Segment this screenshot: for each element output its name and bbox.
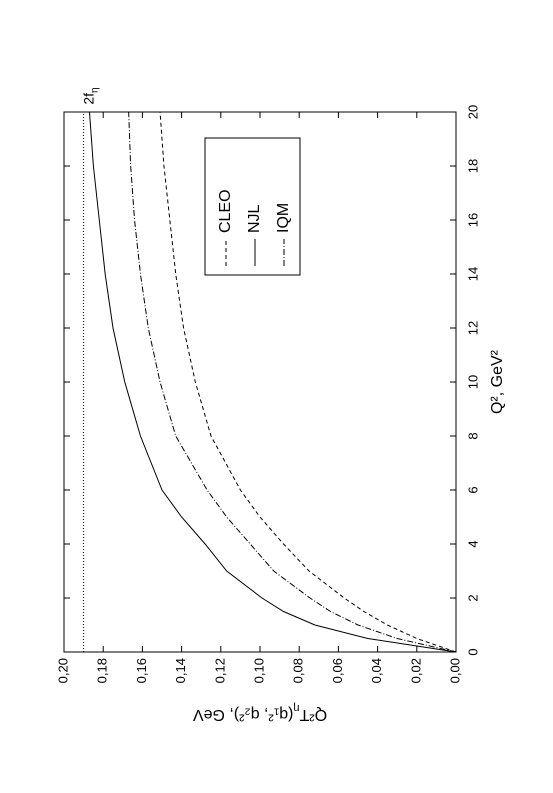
y-axis-title-part: η <box>293 702 299 714</box>
y-tick-label: 0,06 <box>330 658 345 683</box>
y-tick-label: 0,08 <box>291 658 306 683</box>
series-line <box>88 111 457 653</box>
reference-label-sub: η <box>90 87 101 93</box>
y-tick-label: 0,20 <box>55 658 70 683</box>
series-line <box>159 111 457 653</box>
reference-label: 2fη <box>80 87 100 104</box>
reference-label-text: 2f <box>80 93 96 105</box>
x-tick-label: 20 <box>465 105 480 119</box>
y-tick-label: 0,16 <box>134 658 149 683</box>
x-tick-label: 14 <box>465 267 480 281</box>
y-tick-label: 0,00 <box>447 658 462 683</box>
x-tick-label: 18 <box>465 159 480 173</box>
legend-label: CLEO <box>217 189 234 233</box>
legend-label: IQM <box>275 203 292 233</box>
y-tick-label: 0,10 <box>251 658 266 683</box>
y-axis-title-part: (q₁², q₂²), GeV <box>193 706 294 723</box>
series-line <box>128 111 457 653</box>
x-tick-label: 16 <box>465 213 480 227</box>
y-tick-label: 0,12 <box>212 658 227 683</box>
plot: 0 2 4 6 8 10 12 14 16 18 20 0,00 0,02 0,04 0,06 0,08 0,1… <box>55 87 506 722</box>
y-tick-label: 0,18 <box>95 658 110 683</box>
y-tick-label: 0,14 <box>173 658 188 683</box>
y-axis-title-part: Q²T <box>299 706 327 723</box>
x-tick-label: 0 <box>465 648 480 655</box>
y-tick-label: 0,04 <box>369 658 384 683</box>
x-tick-label: 12 <box>465 321 480 335</box>
y-axis-title: Q²Tη(q₁², q₂²), GeV <box>193 702 328 723</box>
x-tick-label: 2 <box>465 594 480 601</box>
legend-label: NJL <box>246 204 263 233</box>
x-tick-label: 6 <box>465 486 480 493</box>
x-axis-title: Q², GeV² <box>489 349 506 414</box>
x-tick-label: 4 <box>465 540 480 547</box>
y-tick-label: 0,02 <box>408 658 423 683</box>
x-tick-label: 8 <box>465 432 480 439</box>
x-tick-label: 10 <box>465 375 480 389</box>
legend-box <box>204 137 301 276</box>
